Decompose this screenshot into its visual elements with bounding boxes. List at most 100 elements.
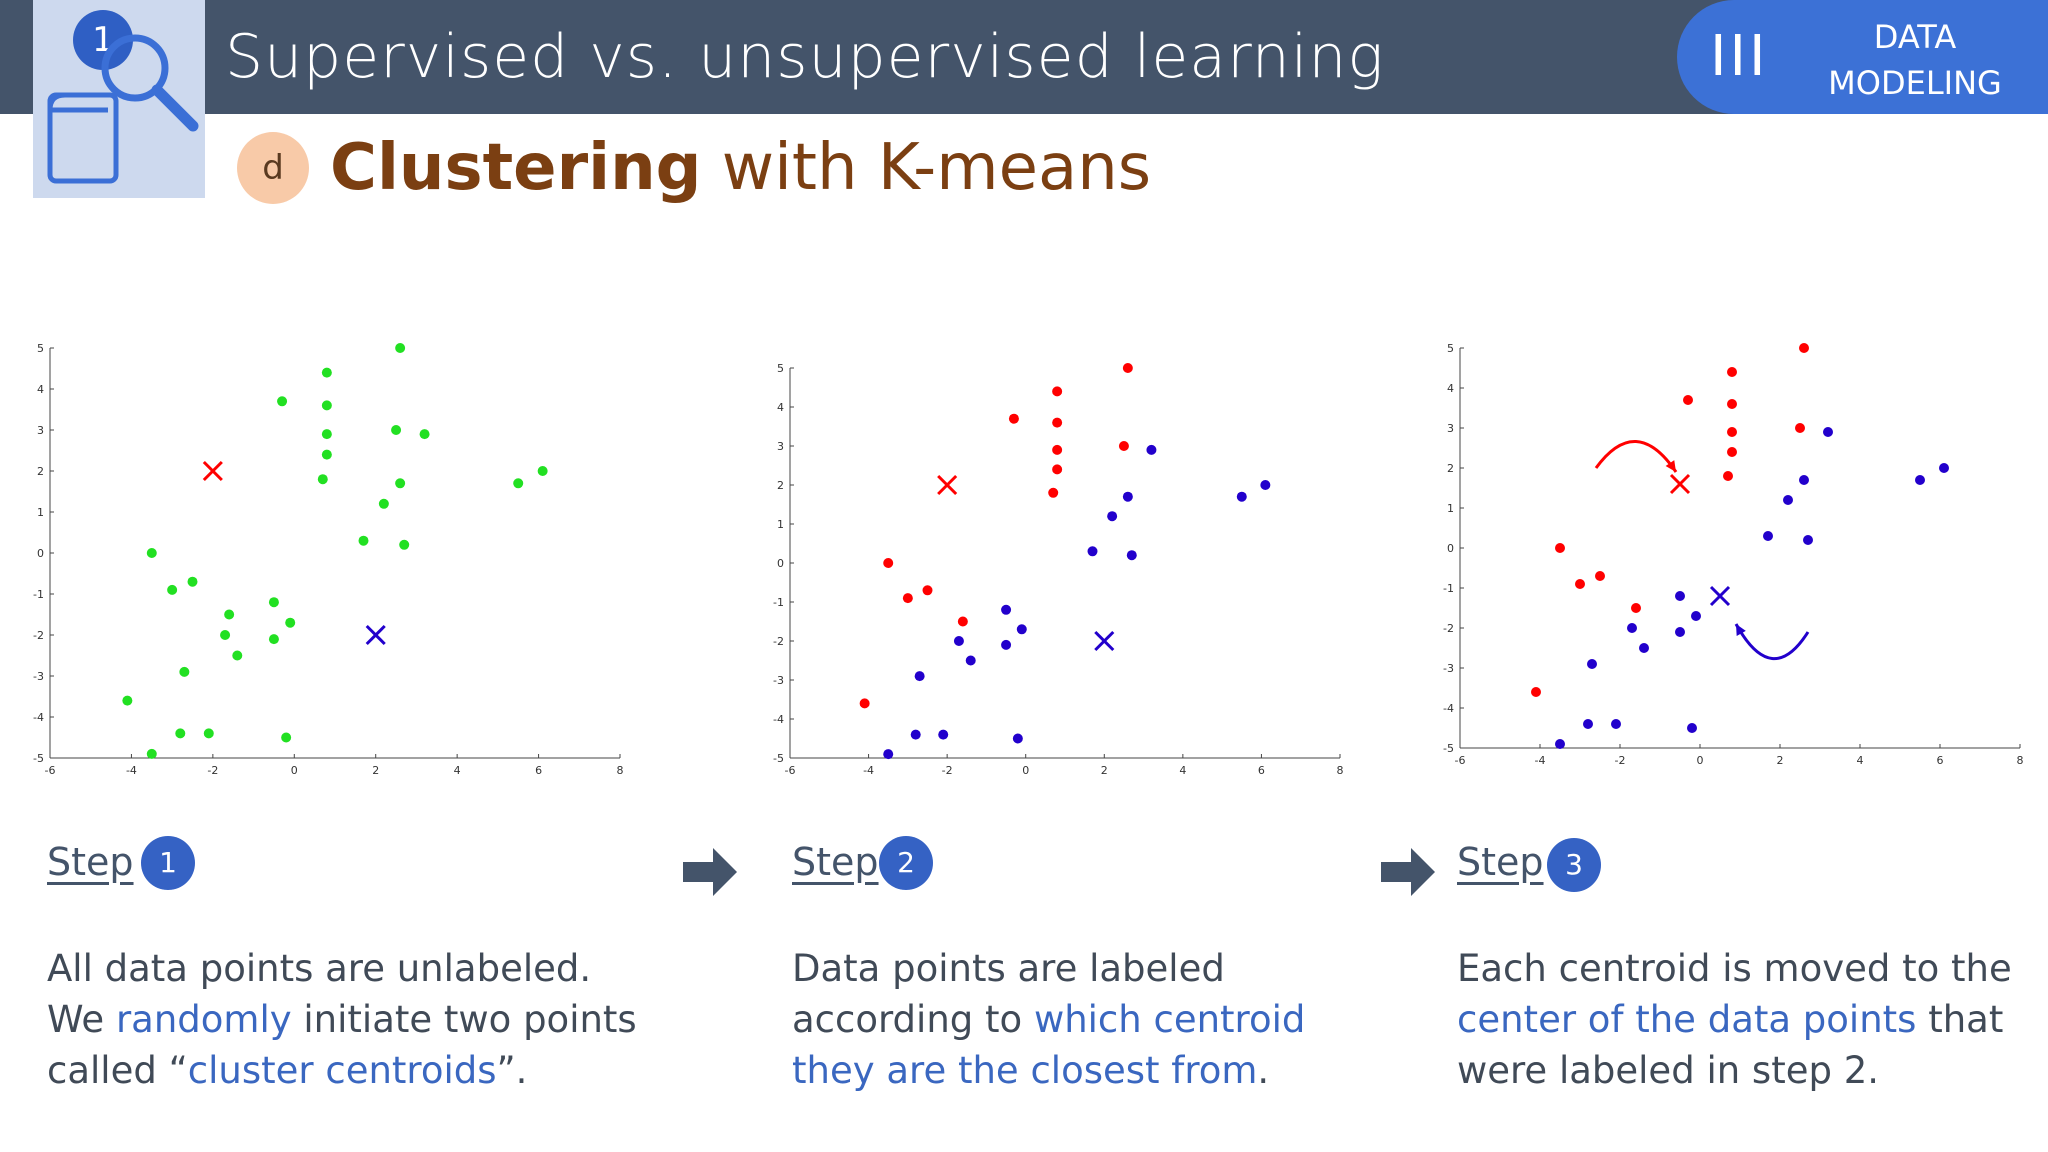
data-point — [1118, 441, 1129, 451]
data-point — [317, 474, 328, 485]
data-point — [859, 698, 870, 709]
y-tick-label: 1 — [777, 518, 784, 531]
y-tick-label: -3 — [773, 674, 784, 687]
section-roman-numeral: III — [1710, 24, 1769, 89]
scatter-chart-step-1: -6 -4 -2 0 2 4 6 8 5 4 3 2 1 0 -1 -2 -3 -4 -5 — [30, 338, 630, 798]
section-label-line1: DATA — [1873, 18, 1957, 56]
data-point — [321, 429, 332, 440]
data-point — [285, 617, 296, 628]
x-tick-label: 6 — [1937, 754, 1944, 767]
scatter-plot-svg: -6 -4 -2 0 2 4 6 8 5 4 3 2 1 0 -1 -2 -3 -4 -5 — [773, 362, 1343, 777]
x-tick-label: -6 — [45, 764, 56, 777]
x-tick-label: -6 — [785, 764, 796, 777]
section-label: DATA MODELING — [1805, 14, 2025, 106]
step-3-label: Step — [1457, 840, 1544, 884]
data-point — [419, 429, 430, 440]
data-point — [1939, 463, 1949, 473]
x-tick-label: 0 — [1697, 754, 1704, 767]
centroid-marker — [1709, 585, 1731, 607]
data-point — [1631, 603, 1641, 613]
data-point — [268, 634, 279, 645]
x-tick-label: 2 — [1101, 764, 1108, 777]
data-point — [1727, 367, 1737, 377]
data-point — [203, 728, 214, 739]
data-point — [1531, 687, 1541, 697]
x-tick-label: 8 — [2017, 754, 2024, 767]
data-point — [965, 655, 976, 666]
x-tick-label: 2 — [1777, 754, 1784, 767]
x-tick-label: -4 — [126, 764, 137, 777]
y-tick-label: 3 — [1447, 422, 1454, 435]
data-point — [1727, 447, 1737, 457]
step-1-highlight: randomly — [115, 998, 292, 1041]
y-tick-label: -3 — [1443, 662, 1454, 675]
data-point — [1122, 491, 1133, 502]
data-point — [321, 367, 332, 378]
y-tick-label: 1 — [1447, 502, 1454, 515]
data-point — [1087, 546, 1098, 557]
section-pill — [1677, 0, 2048, 114]
centroid-move-arrow — [1734, 623, 1810, 661]
step-1-text: ”. — [496, 1049, 528, 1092]
step-1-label: Step — [47, 840, 134, 884]
data-point — [1723, 471, 1733, 481]
step-3-text: that — [1916, 998, 2004, 1041]
data-point — [391, 425, 402, 435]
data-point — [1001, 639, 1012, 650]
data-point — [1260, 480, 1271, 490]
data-point — [321, 449, 332, 460]
data-point — [1008, 413, 1019, 424]
data-point — [179, 666, 190, 677]
data-point — [1687, 723, 1697, 733]
y-tick-label: -4 — [773, 713, 784, 726]
subsection-title-bold: Clustering — [330, 131, 702, 205]
step-1-text: We — [47, 998, 116, 1041]
y-tick-label: 0 — [777, 557, 784, 570]
y-tick-label: 2 — [37, 465, 44, 478]
y-tick-label: 2 — [777, 479, 784, 492]
y-tick-label: 5 — [37, 342, 44, 355]
data-point — [281, 732, 292, 743]
data-point — [883, 558, 894, 568]
data-point — [1627, 623, 1637, 633]
step-1-badge: 1 — [141, 836, 195, 890]
step-1-description: All data points are unlabeled. We random… — [47, 943, 667, 1096]
step-1-text: called “ — [47, 1049, 188, 1092]
book-magnifier-icon — [47, 34, 199, 184]
y-tick-label: 3 — [777, 440, 784, 453]
data-point — [277, 396, 288, 407]
scatter-plot-svg: -6 -4 -2 0 2 4 6 8 5 4 3 2 1 0 -1 -2 -3 -4 -5 — [33, 342, 623, 777]
y-tick-label: 4 — [1447, 382, 1454, 395]
data-point — [1052, 417, 1063, 428]
data-point — [1799, 475, 1809, 485]
data-point — [224, 609, 235, 620]
step-2-label: Step — [792, 840, 879, 884]
data-point — [1001, 604, 1012, 615]
step-1-text-line: All data points are unlabeled. — [47, 947, 592, 990]
data-point — [1823, 427, 1833, 437]
centroid-marker — [937, 474, 958, 496]
next-step-arrow-icon — [683, 848, 737, 896]
data-point — [146, 748, 157, 759]
data-point — [938, 729, 949, 740]
step-3-badge: 3 — [1547, 838, 1601, 892]
step-2-highlight: which centroid — [1033, 998, 1306, 1041]
centroid-marker — [365, 624, 386, 646]
centroid-marker — [202, 460, 223, 482]
y-tick-label: -1 — [773, 596, 784, 609]
x-tick-label: 4 — [1857, 754, 1864, 767]
x-tick-label: -2 — [1615, 754, 1626, 767]
data-point — [902, 593, 913, 604]
page-title: Supervised vs. unsupervised learning — [225, 22, 1385, 92]
data-point — [175, 728, 186, 739]
data-point — [914, 671, 925, 682]
x-tick-label: -2 — [207, 764, 218, 777]
y-tick-label: -1 — [33, 588, 44, 601]
data-point — [268, 597, 279, 608]
subsection-badge: d — [237, 132, 309, 204]
data-point — [1691, 611, 1701, 621]
next-step-arrow-icon — [1381, 848, 1435, 896]
data-point — [1122, 363, 1133, 373]
data-point — [953, 636, 964, 646]
data-point — [1675, 591, 1685, 601]
